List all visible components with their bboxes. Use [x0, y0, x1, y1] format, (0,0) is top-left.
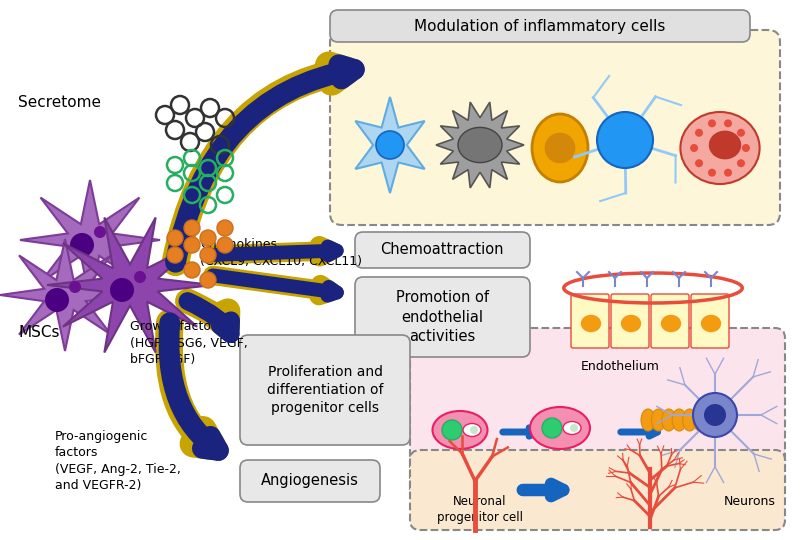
Circle shape — [200, 272, 216, 288]
Ellipse shape — [693, 409, 707, 431]
Text: Growth factors
(HGF, TSG6, VEGF,
bFGF, IGF): Growth factors (HGF, TSG6, VEGF, bFGF, I… — [130, 320, 248, 366]
Ellipse shape — [463, 423, 481, 436]
Text: Neurons: Neurons — [724, 495, 776, 508]
Circle shape — [542, 418, 562, 438]
Ellipse shape — [470, 426, 478, 434]
Ellipse shape — [701, 315, 721, 332]
Circle shape — [134, 271, 146, 283]
FancyBboxPatch shape — [691, 294, 729, 348]
FancyBboxPatch shape — [611, 294, 649, 348]
Circle shape — [737, 159, 745, 167]
Circle shape — [167, 230, 183, 246]
Polygon shape — [47, 218, 213, 353]
Circle shape — [442, 420, 462, 440]
Text: Chemoattraction: Chemoattraction — [380, 242, 504, 258]
Text: Proliferation and
differentiation of
progenitor cells: Proliferation and differentiation of pro… — [266, 365, 383, 415]
Circle shape — [724, 168, 732, 177]
Polygon shape — [436, 102, 524, 188]
Ellipse shape — [709, 131, 742, 159]
Text: Modulation of inflammatory cells: Modulation of inflammatory cells — [414, 18, 666, 33]
FancyBboxPatch shape — [330, 10, 750, 42]
Ellipse shape — [433, 411, 487, 449]
FancyBboxPatch shape — [651, 294, 689, 348]
Ellipse shape — [661, 315, 681, 332]
Circle shape — [217, 220, 233, 236]
Circle shape — [695, 159, 703, 167]
Circle shape — [693, 393, 737, 437]
Circle shape — [217, 237, 233, 253]
Circle shape — [690, 144, 698, 152]
FancyBboxPatch shape — [410, 450, 785, 530]
Ellipse shape — [680, 112, 760, 184]
Ellipse shape — [581, 315, 601, 332]
Circle shape — [184, 237, 200, 253]
Text: Pro-angiogenic
factors
(VEGF, Ang-2, Tie-2,
and VEGFR-2): Pro-angiogenic factors (VEGF, Ang-2, Tie… — [55, 430, 181, 492]
Polygon shape — [0, 239, 130, 351]
FancyBboxPatch shape — [410, 328, 785, 503]
Text: Promotion of
endothelial
activities: Promotion of endothelial activities — [395, 291, 489, 343]
Polygon shape — [355, 97, 425, 193]
Ellipse shape — [641, 409, 655, 431]
FancyBboxPatch shape — [240, 335, 410, 445]
Circle shape — [708, 168, 716, 177]
Ellipse shape — [682, 409, 697, 431]
Circle shape — [695, 129, 703, 137]
FancyBboxPatch shape — [240, 460, 380, 502]
Ellipse shape — [621, 315, 641, 332]
Text: Angiogenesis: Angiogenesis — [261, 474, 359, 489]
Circle shape — [69, 281, 81, 293]
FancyBboxPatch shape — [355, 277, 530, 357]
FancyBboxPatch shape — [571, 294, 609, 348]
Ellipse shape — [530, 407, 590, 449]
Circle shape — [184, 262, 200, 278]
Text: Neuronal
progenitor cell: Neuronal progenitor cell — [437, 495, 523, 524]
Ellipse shape — [532, 114, 588, 182]
Circle shape — [704, 404, 726, 426]
Ellipse shape — [672, 409, 686, 431]
Ellipse shape — [651, 409, 666, 431]
Ellipse shape — [458, 127, 502, 163]
Circle shape — [742, 144, 750, 152]
FancyBboxPatch shape — [355, 232, 530, 268]
Text: Endothelium: Endothelium — [581, 360, 659, 373]
Ellipse shape — [662, 409, 676, 431]
Circle shape — [94, 226, 106, 238]
Circle shape — [200, 247, 216, 263]
Circle shape — [167, 247, 183, 263]
Ellipse shape — [545, 133, 575, 163]
Circle shape — [724, 119, 732, 127]
Ellipse shape — [563, 422, 581, 435]
Circle shape — [184, 220, 200, 236]
Circle shape — [597, 112, 653, 168]
Text: Chemokines
(CXCL9, CXCL10, CXCL11): Chemokines (CXCL9, CXCL10, CXCL11) — [200, 238, 362, 267]
Circle shape — [737, 129, 745, 137]
Polygon shape — [20, 180, 160, 300]
Ellipse shape — [570, 424, 578, 432]
FancyBboxPatch shape — [330, 30, 780, 225]
Text: MSCs: MSCs — [18, 325, 59, 340]
Circle shape — [70, 233, 94, 257]
Circle shape — [200, 230, 216, 246]
Circle shape — [45, 288, 69, 312]
Text: Secretome: Secretome — [18, 95, 101, 110]
Circle shape — [110, 278, 134, 302]
Circle shape — [708, 119, 716, 127]
Circle shape — [376, 131, 404, 159]
